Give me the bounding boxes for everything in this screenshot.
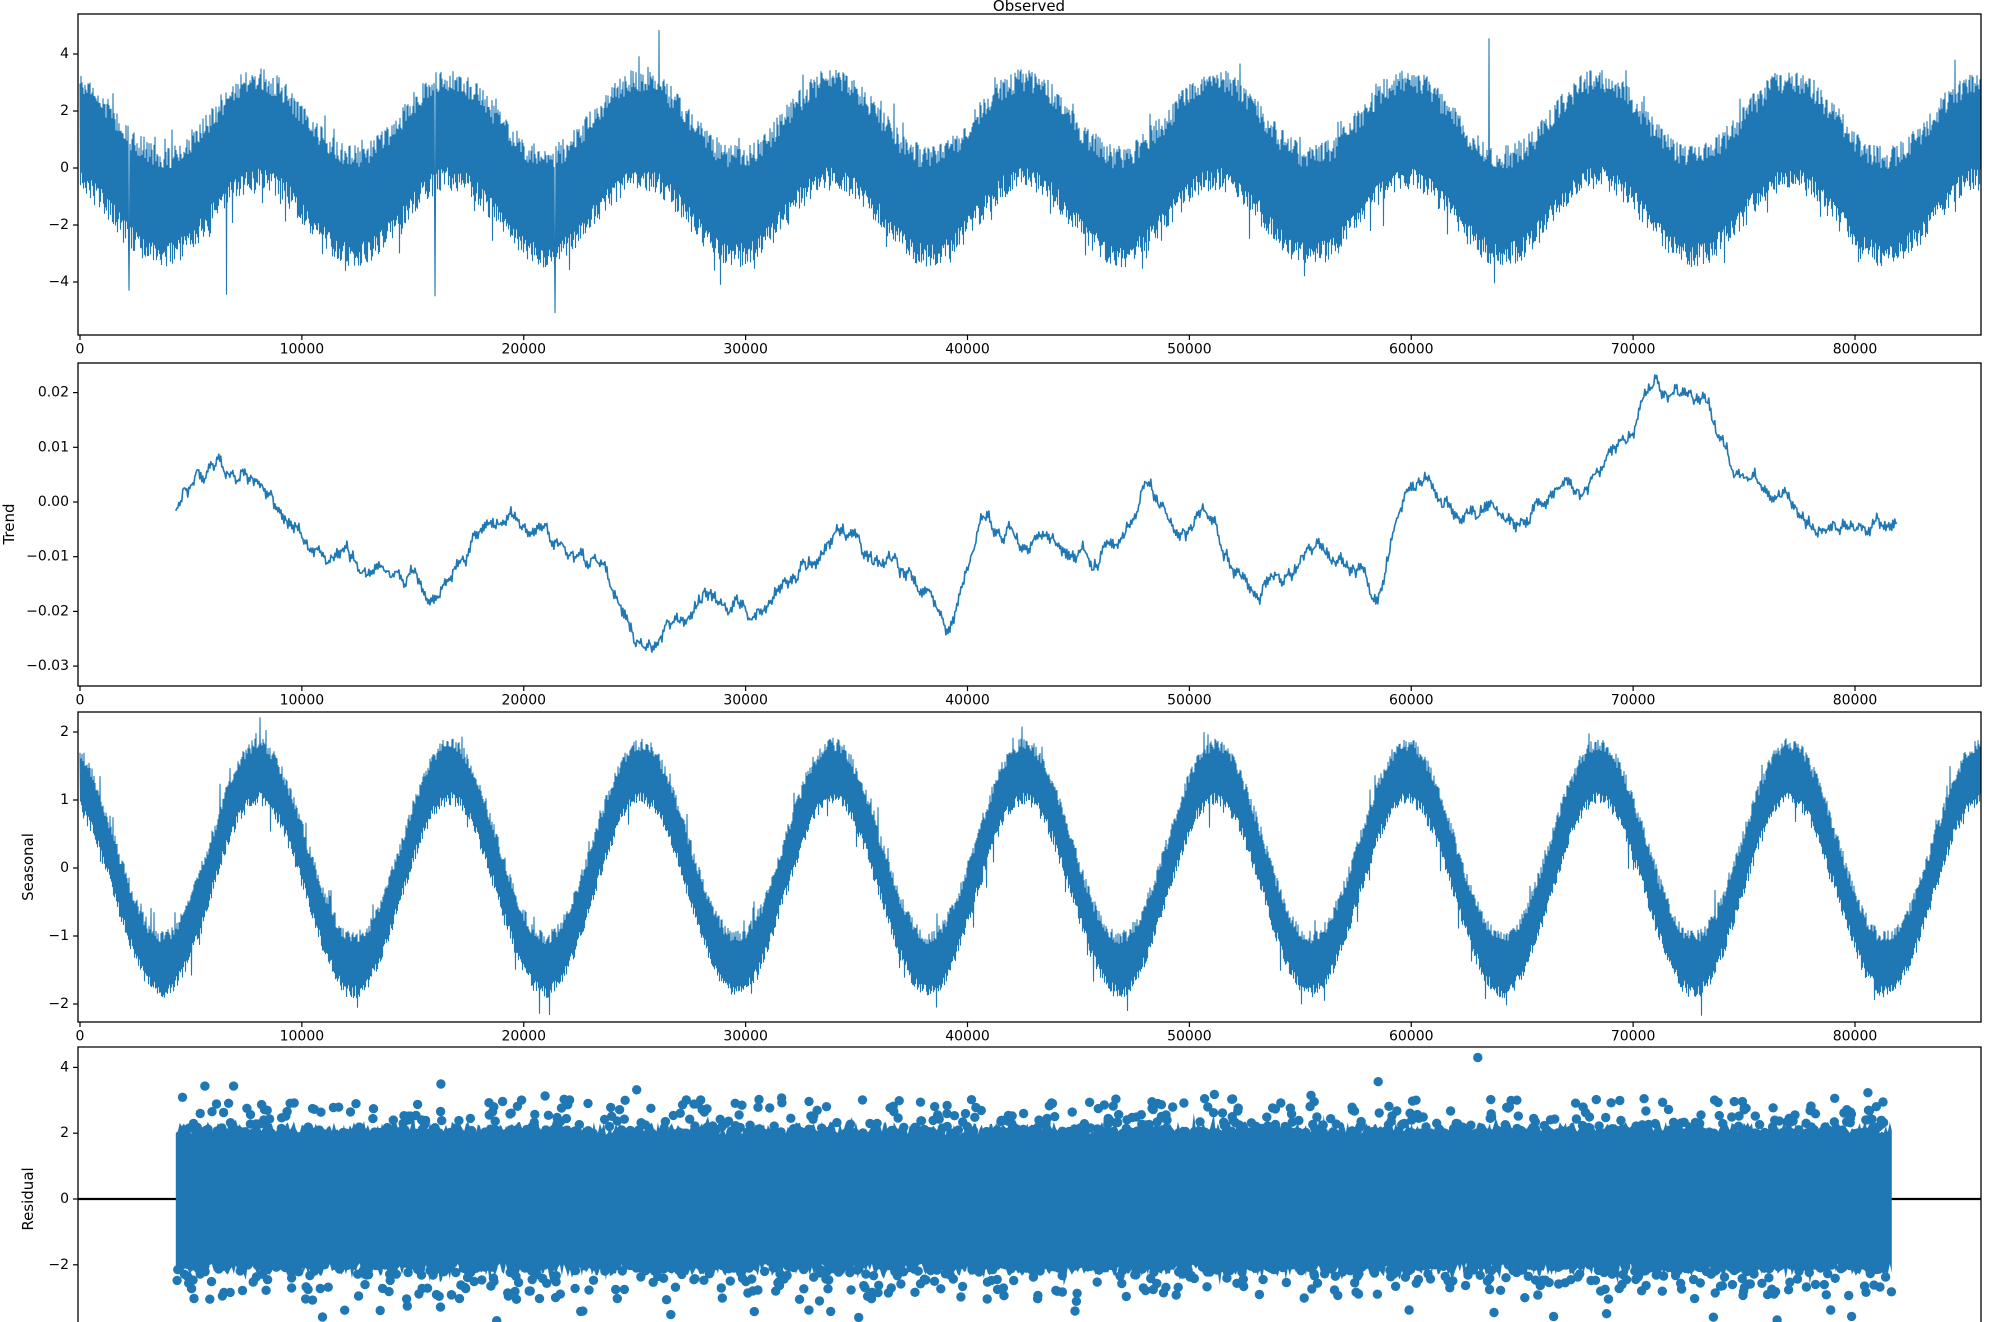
- x-tick-label: 70000: [1611, 693, 1656, 709]
- x-tick-label: 0: [76, 693, 85, 709]
- x-tick-label: 80000: [1833, 342, 1878, 358]
- y-tick-label: −0.01: [26, 549, 69, 565]
- panel-title-observed: Observed: [993, 0, 1065, 15]
- y-tick-label: −0.02: [26, 603, 69, 619]
- y-tick-label: 0: [60, 160, 69, 176]
- x-tick-label: 20000: [501, 693, 546, 709]
- x-tick-label: 80000: [1833, 693, 1878, 709]
- x-tick-label: 20000: [501, 342, 546, 358]
- seasonal-ylabel: Seasonal: [19, 833, 37, 901]
- x-tick-label: 70000: [1611, 342, 1656, 358]
- x-tick-label: 40000: [945, 1029, 990, 1045]
- y-tick-label: 4: [60, 1059, 69, 1075]
- x-tick-label: 50000: [1167, 1029, 1212, 1045]
- residual-points: [172, 1052, 1897, 1322]
- y-tick-label: 0.01: [38, 439, 69, 455]
- axes-residual: 4 2 0 −2: [48, 1046, 1982, 1322]
- x-tick-label: 10000: [280, 342, 325, 358]
- x-tick-label: 10000: [280, 693, 325, 709]
- x-tick-label: 60000: [1389, 693, 1434, 709]
- x-tick-label: 70000: [1611, 1029, 1656, 1045]
- x-tick-label: 30000: [723, 1029, 768, 1045]
- seasonal-series: [79, 717, 1981, 1016]
- x-tick-label: 0: [76, 1029, 85, 1045]
- y-tick-label: −2: [48, 996, 69, 1012]
- axes-observed: 4 2 0 −2 −4 0 10000 20000 30000 40000 50000 60000 70…: [48, 13, 1982, 358]
- y-tick-label: 0: [60, 1191, 69, 1207]
- y-tick-label: 2: [60, 103, 69, 119]
- x-tick-label: 40000: [945, 693, 990, 709]
- y-tick-label: 2: [60, 724, 69, 740]
- y-tick-label: 2: [60, 1125, 69, 1141]
- residual-series: [78, 1052, 1981, 1322]
- x-tick-label: 30000: [723, 342, 768, 358]
- x-tick-label: 50000: [1167, 342, 1212, 358]
- y-tick-label: −0.03: [26, 658, 69, 674]
- residual-ylabel: Residual: [19, 1167, 37, 1230]
- axes-trend: 0.02 0.01 0.00 −0.01 −0.02 −0.03 0 10000 20000 30…: [26, 362, 1982, 709]
- observed-series: [79, 30, 1981, 314]
- trend-ylabel: Trend: [0, 503, 18, 545]
- x-tick-label: 60000: [1389, 1029, 1434, 1045]
- y-tick-label: 0: [60, 860, 69, 876]
- x-tick-label: 30000: [723, 693, 768, 709]
- x-tick-label: 40000: [945, 342, 990, 358]
- y-tick-label: −2: [48, 217, 69, 233]
- y-tick-label: −1: [48, 928, 69, 944]
- y-tick-label: −2: [48, 1257, 69, 1273]
- x-tick-label: 80000: [1833, 1029, 1878, 1045]
- x-tick-label: 0: [76, 342, 85, 358]
- y-tick-label: 4: [60, 46, 69, 62]
- y-tick-label: 0.02: [38, 385, 69, 401]
- y-tick-label: 1: [60, 792, 69, 808]
- trend-series: [175, 374, 1898, 653]
- x-tick-label: 60000: [1389, 342, 1434, 358]
- axes-seasonal: 2 1 0 −1 −2 0 10000 20000 30000 40000 50000 60000 70…: [48, 711, 1982, 1045]
- y-tick-label: −4: [48, 274, 69, 290]
- x-tick-label: 50000: [1167, 693, 1212, 709]
- x-tick-label: 20000: [501, 1029, 546, 1045]
- x-tick-label: 10000: [280, 1029, 325, 1045]
- y-tick-label: 0.00: [38, 494, 69, 510]
